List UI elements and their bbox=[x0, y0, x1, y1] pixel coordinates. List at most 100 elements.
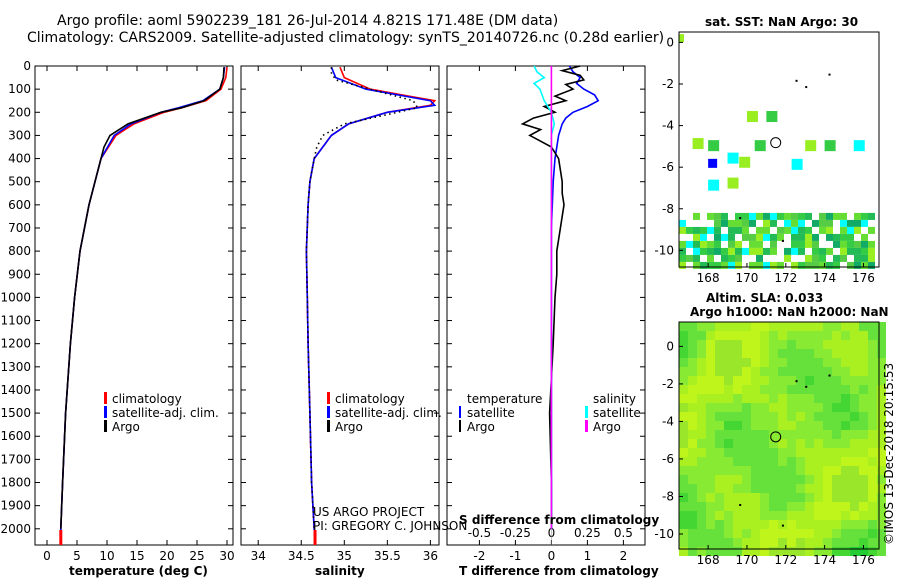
sla-cell bbox=[769, 340, 778, 349]
sla-cell bbox=[742, 349, 751, 358]
y-tick-label: 1300 bbox=[0, 360, 31, 374]
map-y-tick-label: -10 bbox=[654, 527, 674, 541]
sla-cell bbox=[841, 475, 850, 484]
sla-cell bbox=[733, 358, 742, 367]
sla-cell bbox=[823, 421, 832, 430]
sla-cell bbox=[679, 448, 688, 457]
sla-cell bbox=[760, 529, 769, 538]
sla-cell bbox=[715, 475, 724, 484]
sla-cell bbox=[769, 367, 778, 376]
x-tick-label: 34.5 bbox=[288, 549, 315, 563]
sla-cell bbox=[724, 439, 733, 448]
sla-cell bbox=[814, 385, 823, 394]
legend-s-argo-swatch bbox=[585, 420, 588, 432]
bottom-marker bbox=[313, 529, 317, 545]
sst-cell bbox=[791, 219, 798, 227]
sla-cell bbox=[760, 367, 769, 376]
sst-cell bbox=[805, 212, 812, 220]
sla-cell bbox=[868, 511, 877, 520]
sla-cell bbox=[760, 493, 769, 502]
sst-cell bbox=[840, 226, 847, 234]
sla-cell bbox=[814, 394, 823, 403]
sst-cell bbox=[763, 226, 770, 234]
y-tick-label: 1400 bbox=[0, 383, 31, 397]
sla-cell bbox=[742, 493, 751, 502]
sla-cell bbox=[769, 511, 778, 520]
sla-cell bbox=[778, 358, 787, 367]
sla-cell bbox=[850, 457, 859, 466]
sla-cell bbox=[706, 358, 715, 367]
sst-cell bbox=[707, 212, 714, 220]
sst-block bbox=[805, 140, 817, 152]
sla-cell bbox=[715, 403, 724, 412]
sla-cell bbox=[733, 466, 742, 475]
sla-cell bbox=[733, 394, 742, 403]
x-tick-label: 20 bbox=[159, 549, 174, 563]
sla-cell bbox=[715, 448, 724, 457]
y-tick-label: 300 bbox=[8, 128, 31, 142]
sla-cell bbox=[715, 358, 724, 367]
sla-cell bbox=[850, 484, 859, 493]
sla-cell bbox=[823, 385, 832, 394]
sla-cell bbox=[805, 538, 814, 547]
sla-cell bbox=[688, 484, 697, 493]
sst-cell bbox=[735, 240, 742, 248]
sla-cell bbox=[859, 520, 868, 529]
sst-cell bbox=[798, 212, 805, 220]
map-x-tick-label: 174 bbox=[813, 271, 836, 285]
sst-cell bbox=[868, 240, 875, 248]
sla-cell bbox=[805, 475, 814, 484]
sla-cell bbox=[769, 466, 778, 475]
sla-cell bbox=[868, 475, 877, 484]
sla-cell bbox=[850, 502, 859, 511]
sst-block bbox=[791, 158, 803, 170]
sst-cell bbox=[679, 254, 686, 262]
x-tick-label: 15 bbox=[129, 549, 144, 563]
sla-cell bbox=[859, 493, 868, 502]
sla-cell bbox=[760, 385, 769, 394]
sla-cell bbox=[796, 520, 805, 529]
sla-cell bbox=[688, 421, 697, 430]
bottom-marker bbox=[59, 529, 63, 545]
sla-cell bbox=[868, 322, 877, 331]
sst-cell bbox=[686, 254, 693, 262]
sla-cell bbox=[751, 403, 760, 412]
sst-block bbox=[824, 140, 836, 152]
sla-cell bbox=[697, 511, 706, 520]
sst-cell bbox=[777, 261, 784, 269]
sla-cell bbox=[760, 520, 769, 529]
sla-cell bbox=[877, 520, 886, 529]
series-argo bbox=[60, 67, 225, 529]
sla-cell bbox=[859, 358, 868, 367]
sla-cell bbox=[787, 520, 796, 529]
sla-cell bbox=[751, 520, 760, 529]
sla-cell bbox=[841, 430, 850, 439]
sla-cell bbox=[787, 484, 796, 493]
sst-cell bbox=[833, 254, 840, 262]
sla-cell bbox=[769, 502, 778, 511]
sla-cell bbox=[787, 502, 796, 511]
sla-cell bbox=[724, 403, 733, 412]
sla-cell bbox=[724, 394, 733, 403]
sla-cell bbox=[769, 484, 778, 493]
sla-cell bbox=[778, 349, 787, 358]
sla-cell bbox=[850, 475, 859, 484]
sst-cell bbox=[819, 247, 826, 255]
y-tick-label: 1200 bbox=[0, 337, 31, 351]
sla-cell bbox=[679, 403, 688, 412]
sst-cell bbox=[840, 219, 847, 227]
sst-cell bbox=[826, 233, 833, 241]
sla-cell bbox=[760, 475, 769, 484]
sla-cell bbox=[787, 403, 796, 412]
sla-cell bbox=[706, 322, 715, 331]
sla-cell bbox=[742, 538, 751, 547]
sla-cell bbox=[751, 457, 760, 466]
sst-cell bbox=[777, 212, 784, 220]
sla-cell bbox=[796, 340, 805, 349]
sla-cell bbox=[688, 358, 697, 367]
sla-cell bbox=[823, 376, 832, 385]
sla-cell bbox=[706, 502, 715, 511]
sla-cell bbox=[751, 367, 760, 376]
sla-cell bbox=[751, 448, 760, 457]
